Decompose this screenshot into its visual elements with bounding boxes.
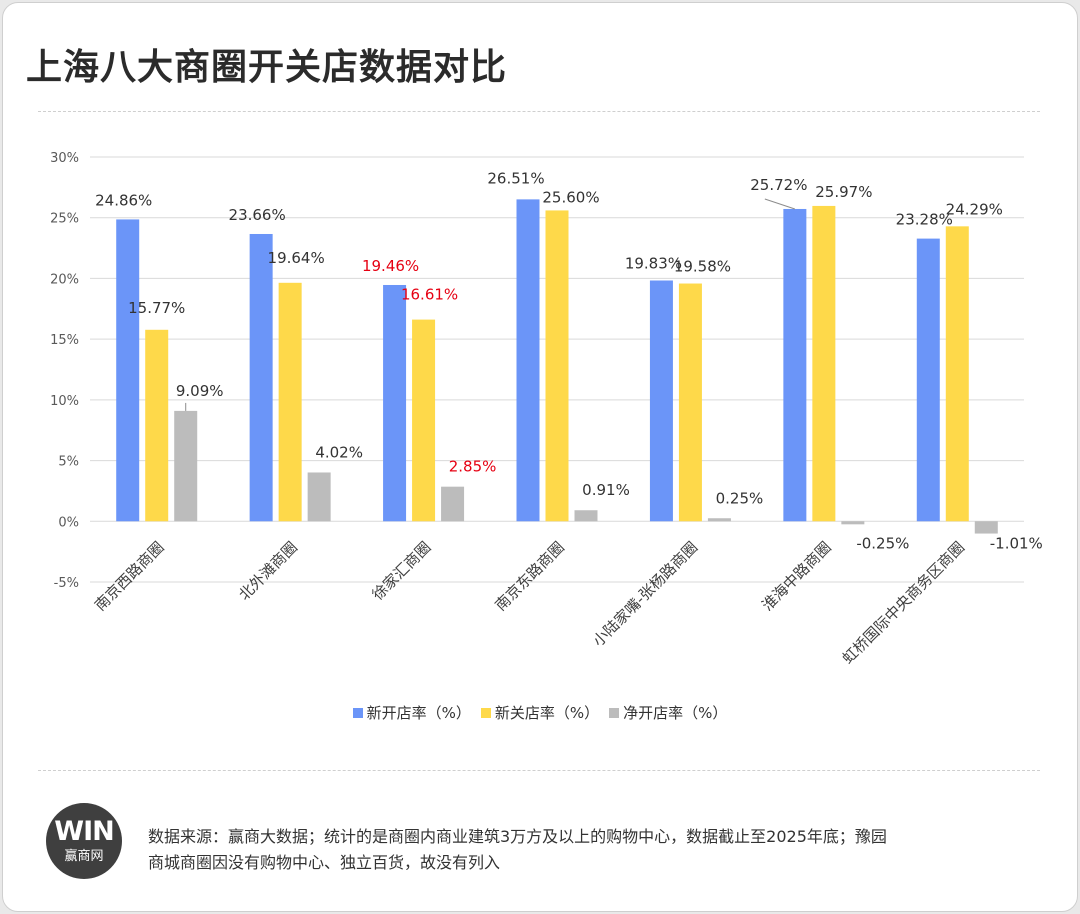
data-label: 15.77% [128,299,185,317]
category-label: 淮海中路商圈 [758,538,834,614]
bar [649,280,673,522]
bar [249,233,273,522]
data-label: 19.64% [268,249,325,267]
data-label: -1.01% [990,534,1043,552]
data-label: 0.25% [716,489,764,507]
bar [916,238,940,522]
legend-swatch [609,707,620,718]
top-divider [38,111,1040,112]
bar [278,282,302,522]
bar [841,521,865,525]
y-tick-label: 25% [50,212,79,227]
logo-text: 赢商网 [64,849,104,864]
data-label: 19.83% [625,254,682,272]
bar [707,518,731,522]
data-label: 24.29% [946,200,1003,218]
data-label: 9.09% [176,382,224,400]
category-label: 北外滩商圈 [235,538,301,604]
data-label: 25.72% [750,176,807,194]
category-label: 虹桥国际中央商务区商圈 [839,538,968,667]
page-title: 上海八大商圈开关店数据对比 [26,47,508,88]
data-label: 26.51% [487,169,544,187]
logo-mark: WIN [54,816,114,847]
y-tick-label: 5% [58,455,79,470]
y-tick-label: -5% [54,576,79,591]
data-label: 25.97% [815,183,872,201]
data-label: 4.02% [315,443,363,461]
legend-item: 新关店率（%） [480,702,600,723]
bar [516,199,540,522]
y-tick-label: 20% [50,272,79,287]
leader-line [764,198,796,210]
category-label: 南京东路商圈 [491,538,567,614]
chart-legend: 新开店率（%） 新关店率（%） 净开店率（%） [0,702,1080,723]
source-note: 数据来源：赢商大数据；统计的是商圈内商业建筑3万方及以上的购物中心，数据截止至2… [148,827,887,872]
bar [545,210,569,522]
y-tick-label: 0% [58,515,79,530]
y-tick-label: 30% [50,151,79,166]
bar [307,472,331,522]
data-label: 19.46% [362,257,419,275]
legend-swatch [480,707,491,718]
legend-item: 新开店率（%） [352,702,471,723]
bar [945,226,969,522]
data-label: 24.86% [95,191,152,209]
category-label: 徐家汇商圈 [369,538,435,604]
bottom-divider [38,770,1040,771]
bar [116,219,140,522]
legend-label: 新关店率（%） [494,704,600,722]
data-label: -0.25% [856,534,909,552]
data-label: 19.58% [674,258,731,276]
bar [145,329,169,522]
legend-item: 净开店率（%） [609,702,727,723]
bar [412,319,436,522]
brand-logo: WIN 赢商网 [46,803,122,879]
data-label: 2.85% [449,458,497,476]
bar [812,205,836,522]
data-label: 25.60% [542,188,599,206]
bar [678,283,702,522]
data-label: 0.91% [582,481,630,499]
data-label: 23.28% [896,211,953,229]
category-label: 小陆家嘴-张杨路商圈 [589,538,701,650]
legend-label: 净开店率（%） [623,704,728,722]
bar-chart: -5% 0% 5% 10% 15% 20% 25% 30% 24.86% 15.77% 9.09% 南… [50,151,1043,668]
bar [574,510,598,522]
bar [174,410,198,522]
legend-label: 新开店率（%） [366,704,471,722]
legend-swatch [352,707,363,718]
category-label: 南京西路商圈 [91,538,167,614]
bar [383,284,407,522]
data-label: 23.66% [229,206,286,224]
bar [974,521,998,534]
y-tick-label: 15% [50,333,79,348]
y-tick-label: 10% [50,394,79,409]
bar [783,208,807,522]
data-label: 16.61% [401,286,458,304]
bar [441,486,465,522]
